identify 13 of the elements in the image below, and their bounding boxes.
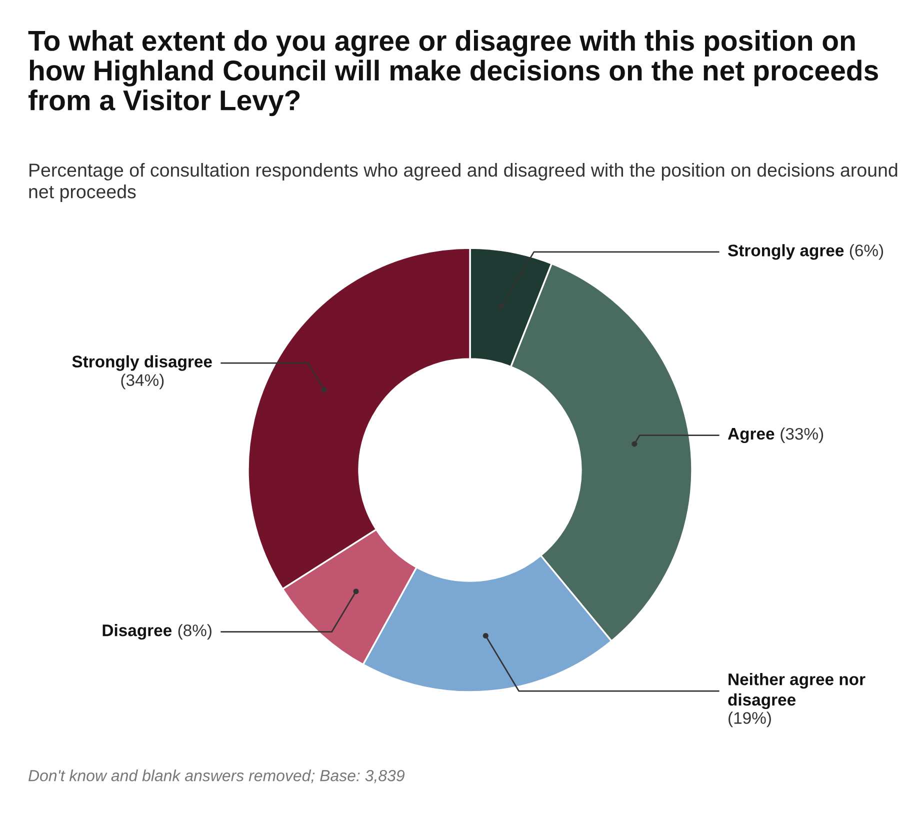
slice-label: Strongly agree [728, 244, 844, 260]
data-label: (33%) [780, 428, 824, 444]
slice-label: Agree [728, 428, 774, 444]
text: Don't know and blank answers removed; Base: 3,839 [28, 770, 405, 784]
chart-title: To what extent do you agree or disagree with this position on how Highland Council will make decisions on the net proceeds from a Visitor Levy? [28, 30, 878, 116]
slice-label: Strongly disagree [72, 355, 212, 371]
chart-subtitle: Percentage of consultation respondents who agreed and disagreed with the position on decisions around net proceeds [29, 163, 898, 202]
data-label: (19%) [728, 712, 771, 728]
slice-label: Disagree [102, 624, 172, 640]
slice-label: Neither agree nor disagree [728, 672, 866, 710]
data-label: (8%) [178, 624, 212, 640]
data-label: (34%) [121, 374, 164, 390]
data-label: (6%) [850, 244, 884, 260]
